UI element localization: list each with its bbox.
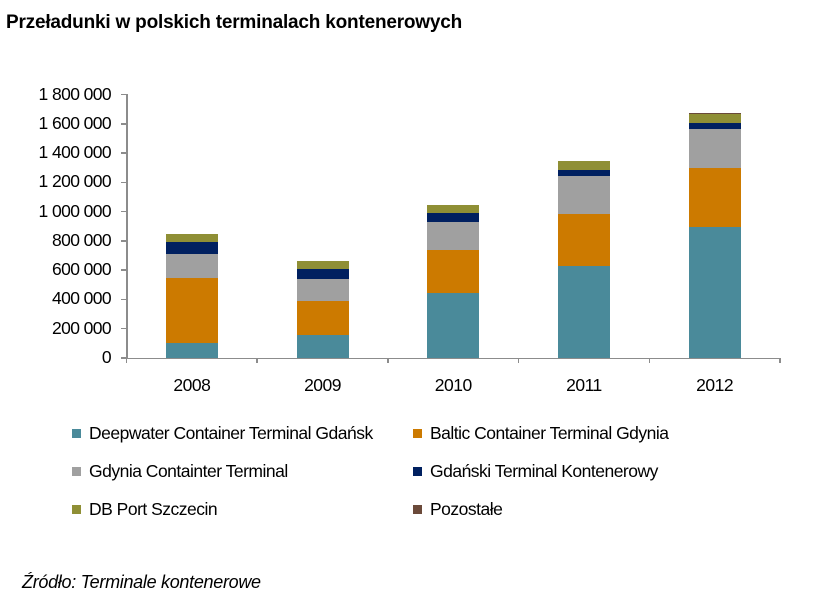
bar-segment <box>165 254 218 279</box>
bar-segment <box>688 112 741 115</box>
bar-segment <box>427 292 480 358</box>
legend-swatch-icon <box>72 467 81 476</box>
x-tick-mark <box>256 358 258 363</box>
bar-segment <box>688 167 741 227</box>
y-tick-mark <box>121 357 127 359</box>
y-tick-mark <box>121 123 127 125</box>
bar-segment <box>165 342 218 358</box>
bar-segment <box>427 205 480 214</box>
x-tick-mark <box>125 358 128 363</box>
legend-swatch-icon <box>413 467 422 476</box>
bar-segment <box>165 242 218 255</box>
bar-segment <box>688 114 741 124</box>
bar-segment <box>165 278 218 343</box>
bar-segment <box>427 213 480 222</box>
x-tick-mark <box>648 358 651 363</box>
y-tick-mark <box>121 152 127 154</box>
legend-label: Gdański Terminal Kontenerowy <box>430 461 658 481</box>
y-tick-label: 1 400 000 <box>38 142 112 163</box>
bar-2011 <box>557 161 610 358</box>
bar-segment <box>296 260 349 270</box>
legend-item-gtk: Gdański Terminal Kontenerowy <box>413 461 658 482</box>
bar-2008 <box>165 233 218 358</box>
legend-swatch-icon <box>72 429 81 438</box>
source-note: Źródło: Terminale kontenerowe <box>22 572 261 592</box>
y-tick-label: 1 600 000 <box>38 112 112 133</box>
legend-swatch-icon <box>72 505 81 514</box>
legend-label: Gdynia Containter Terminal <box>89 461 288 481</box>
x-tick-label: 2009 <box>304 375 342 395</box>
x-tick-label: 2010 <box>434 375 472 395</box>
y-tick-mark <box>121 298 127 301</box>
y-tick-mark <box>121 240 127 242</box>
y-tick-mark <box>121 181 127 184</box>
bar-segment <box>557 161 610 170</box>
legend-swatch-icon <box>413 429 422 438</box>
bar-segment <box>557 169 610 177</box>
legend-label: Baltic Container Terminal Gdynia <box>430 423 669 443</box>
legend-item-pozostale: Pozostałe <box>413 499 503 520</box>
legend-item-bct-gdynia: Baltic Container Terminal Gdynia <box>413 423 669 444</box>
x-axis <box>126 357 780 359</box>
y-tick-label: 200 000 <box>51 317 112 338</box>
y-tick-label: 1 000 000 <box>38 200 112 221</box>
bar-segment <box>427 221 480 251</box>
legend-label: Pozostałe <box>430 499 503 519</box>
bar-2010 <box>427 205 480 358</box>
legend-swatch-icon <box>413 505 422 514</box>
x-tick-label: 2012 <box>696 375 734 395</box>
bar-segment <box>165 233 218 243</box>
legend-item-gct: Gdynia Containter Terminal <box>72 461 288 482</box>
legend-item-dct-gdansk: Deepwater Container Terminal Gdańsk <box>72 423 373 444</box>
bar-segment <box>557 213 610 266</box>
bar-segment <box>557 265 610 358</box>
bar-segment <box>296 300 349 335</box>
legend-item-db-port-szczecin: DB Port Szczecin <box>72 499 218 520</box>
bar-2012 <box>688 112 741 358</box>
x-tick-label: 2011 <box>566 375 602 395</box>
bar-segment <box>296 269 349 280</box>
bar-2009 <box>296 260 349 358</box>
y-tick-label: 1 800 000 <box>38 83 112 104</box>
bar-segment <box>688 226 741 358</box>
y-tick-label: 600 000 <box>51 259 112 280</box>
y-tick-mark <box>121 93 127 96</box>
chart-title: Przeładunki w polskich terminalach konte… <box>6 12 463 33</box>
y-tick-label: 800 000 <box>51 229 112 250</box>
bar-segment <box>296 279 349 301</box>
bar-segment <box>688 123 741 129</box>
x-tick-mark <box>779 358 781 363</box>
legend-label: Deepwater Container Terminal Gdańsk <box>89 423 373 443</box>
legend-label: DB Port Szczecin <box>89 499 218 519</box>
y-tick-mark <box>121 269 127 271</box>
bar-segment <box>557 176 610 214</box>
x-tick-mark <box>517 358 520 363</box>
y-axis <box>126 94 128 359</box>
bar-segment <box>688 128 741 168</box>
x-tick-label: 2008 <box>173 375 211 395</box>
y-tick-mark <box>121 327 127 330</box>
y-tick-mark <box>121 210 127 213</box>
y-tick-label: 0 <box>101 347 112 367</box>
x-tick-mark <box>387 358 389 363</box>
bar-segment <box>296 334 349 358</box>
y-tick-label: 1 200 000 <box>38 171 112 192</box>
y-tick-label: 400 000 <box>51 288 112 309</box>
bar-segment <box>427 250 480 293</box>
